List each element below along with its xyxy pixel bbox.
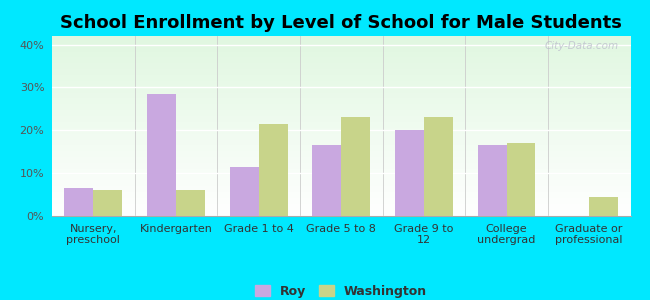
Bar — [147, 94, 176, 216]
Bar — [589, 197, 618, 216]
Bar — [424, 117, 453, 216]
Bar — [259, 124, 287, 216]
Bar — [176, 190, 205, 216]
Bar — [478, 145, 506, 216]
Bar — [312, 145, 341, 216]
Bar — [506, 143, 536, 216]
Bar — [229, 167, 259, 216]
Bar — [395, 130, 424, 216]
Bar — [64, 188, 94, 216]
Legend: Roy, Washington: Roy, Washington — [250, 280, 432, 300]
Title: School Enrollment by Level of School for Male Students: School Enrollment by Level of School for… — [60, 14, 622, 32]
Text: City-Data.com: City-Data.com — [545, 41, 619, 51]
Bar — [341, 117, 370, 216]
Bar — [94, 190, 122, 216]
